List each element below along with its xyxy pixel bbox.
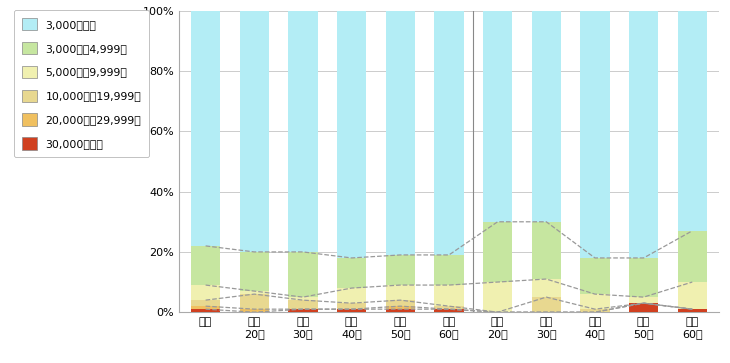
Bar xyxy=(191,246,220,285)
Bar xyxy=(434,11,464,255)
Bar xyxy=(531,297,561,312)
Bar xyxy=(337,288,366,303)
Bar xyxy=(191,11,220,246)
Bar xyxy=(434,255,464,285)
Bar xyxy=(677,231,707,282)
Bar xyxy=(385,300,415,306)
Bar xyxy=(580,309,610,312)
Bar xyxy=(288,309,318,312)
Bar xyxy=(337,11,366,258)
Bar xyxy=(288,300,318,309)
Bar xyxy=(288,297,318,300)
Bar xyxy=(337,309,366,312)
Bar xyxy=(385,309,415,312)
Bar xyxy=(385,285,415,300)
Bar xyxy=(191,309,220,312)
Bar xyxy=(580,11,610,258)
Bar xyxy=(239,309,269,312)
Bar xyxy=(239,291,269,294)
Bar xyxy=(337,258,366,288)
Bar xyxy=(191,285,220,300)
Bar xyxy=(434,285,464,306)
Legend: 3,000円未満, 3,000円～4,999円, 5,000円～9,999円, 10,000円～19,999円, 20,000円～29,999円, 30,000: 3,000円未満, 3,000円～4,999円, 5,000円～9,999円, … xyxy=(14,10,149,158)
Bar xyxy=(434,309,464,312)
Bar xyxy=(531,222,561,279)
Bar xyxy=(385,306,415,309)
Bar xyxy=(239,294,269,309)
Bar xyxy=(434,306,464,309)
Bar xyxy=(580,294,610,309)
Bar xyxy=(629,297,658,303)
Bar xyxy=(385,255,415,285)
Bar xyxy=(239,252,269,291)
Bar xyxy=(191,300,220,306)
Bar xyxy=(191,306,220,309)
Bar xyxy=(483,282,512,312)
Bar xyxy=(288,252,318,297)
Bar xyxy=(483,11,512,222)
Bar xyxy=(677,309,707,312)
Bar xyxy=(385,11,415,255)
Bar xyxy=(677,11,707,231)
Bar xyxy=(580,258,610,294)
Bar xyxy=(531,11,561,222)
Bar xyxy=(629,258,658,297)
Bar xyxy=(629,11,658,258)
Bar xyxy=(483,222,512,282)
Bar xyxy=(677,282,707,309)
Bar xyxy=(288,11,318,252)
Bar xyxy=(629,303,658,312)
Bar xyxy=(239,11,269,252)
Bar xyxy=(337,303,366,309)
Bar xyxy=(531,279,561,297)
